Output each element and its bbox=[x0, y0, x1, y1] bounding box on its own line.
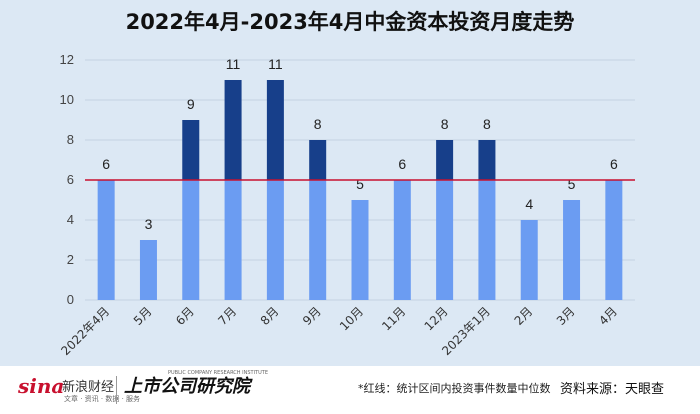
reference-line-note: *红线：统计区间内投资事件数量中位数 bbox=[358, 382, 551, 395]
chart-title: 2022年4月-2023年4月中金资本投资月度走势 bbox=[125, 10, 575, 34]
x-tick-label: 3月 bbox=[554, 304, 578, 328]
bar bbox=[520, 220, 538, 300]
y-tick-label: 10 bbox=[60, 92, 74, 107]
data-label: 5 bbox=[356, 176, 364, 192]
bar-above-median bbox=[478, 140, 496, 180]
bar bbox=[436, 180, 454, 300]
x-tick-label: 2022年4月 bbox=[58, 304, 112, 358]
x-tick-label: 7月 bbox=[215, 304, 239, 328]
bar-chart: 0 2 4 6 8 10 12 6 2022年4月 3 5月 9 6月 11 7月 11 8月 8 9月 5 10月 6 1… bbox=[58, 52, 635, 358]
data-label: 8 bbox=[314, 116, 322, 132]
y-tick-label: 2 bbox=[67, 252, 74, 267]
bar bbox=[605, 180, 623, 300]
sina-logo-text: 新浪财经 bbox=[62, 380, 115, 395]
data-label: 11 bbox=[268, 56, 283, 72]
bar-above-median bbox=[182, 120, 200, 180]
research-institute-logo-subtext: PUBLIC COMPANY RESEARCH INSTITUTE bbox=[168, 370, 268, 376]
bar bbox=[393, 180, 411, 300]
y-tick-label: 6 bbox=[67, 172, 74, 187]
y-tick-label: 8 bbox=[67, 132, 74, 147]
x-tick-label: 8月 bbox=[258, 304, 282, 328]
data-label: 11 bbox=[226, 56, 241, 72]
y-tick-label: 12 bbox=[60, 52, 74, 67]
data-label: 9 bbox=[187, 96, 195, 112]
data-label: 6 bbox=[398, 156, 406, 172]
bar bbox=[139, 240, 157, 300]
bar-above-median bbox=[266, 80, 284, 180]
logo-divider bbox=[116, 376, 117, 404]
bar-above-median bbox=[436, 140, 454, 180]
data-label: 6 bbox=[102, 156, 110, 172]
bar bbox=[309, 180, 327, 300]
research-institute-logo: 上市公司研究院 bbox=[124, 376, 250, 397]
data-label: 5 bbox=[568, 176, 576, 192]
x-tick-label: 5月 bbox=[131, 304, 155, 328]
bar-above-median bbox=[309, 140, 327, 180]
sina-logo-subtext: 文章 · 资讯 · 数据 · 服务 bbox=[64, 395, 141, 403]
footer: sina 新浪财经 文章 · 资讯 · 数据 · 服务 上市公司研究院 PUBL… bbox=[0, 366, 700, 414]
y-tick-label: 0 bbox=[67, 292, 74, 307]
bar bbox=[182, 180, 200, 300]
bar bbox=[266, 180, 284, 300]
x-tick-label: 11月 bbox=[379, 304, 408, 333]
bar bbox=[97, 180, 115, 300]
data-source: 资料来源：天眼查 bbox=[560, 382, 665, 397]
data-label: 4 bbox=[525, 196, 533, 212]
sina-logo: sina bbox=[18, 374, 65, 398]
x-tick-label: 2月 bbox=[512, 304, 536, 328]
x-tick-label: 4月 bbox=[596, 304, 620, 328]
bar bbox=[224, 180, 242, 300]
y-tick-label: 4 bbox=[67, 212, 74, 227]
bar bbox=[563, 200, 581, 300]
data-label: 8 bbox=[441, 116, 449, 132]
data-label: 3 bbox=[145, 216, 153, 232]
data-label: 6 bbox=[610, 156, 618, 172]
data-label: 8 bbox=[483, 116, 491, 132]
bar bbox=[351, 200, 369, 300]
bar-above-median bbox=[224, 80, 242, 180]
x-tick-label: 9月 bbox=[300, 304, 324, 328]
x-tick-label: 6月 bbox=[173, 304, 197, 328]
x-tick-label: 12月 bbox=[422, 304, 451, 333]
bar bbox=[478, 180, 496, 300]
x-tick-label: 10月 bbox=[337, 304, 366, 333]
